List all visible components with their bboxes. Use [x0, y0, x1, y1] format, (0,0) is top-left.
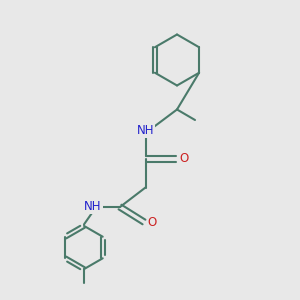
Text: O: O	[148, 215, 157, 229]
Text: NH: NH	[84, 200, 102, 214]
Text: NH: NH	[137, 124, 154, 137]
Text: O: O	[179, 152, 188, 166]
